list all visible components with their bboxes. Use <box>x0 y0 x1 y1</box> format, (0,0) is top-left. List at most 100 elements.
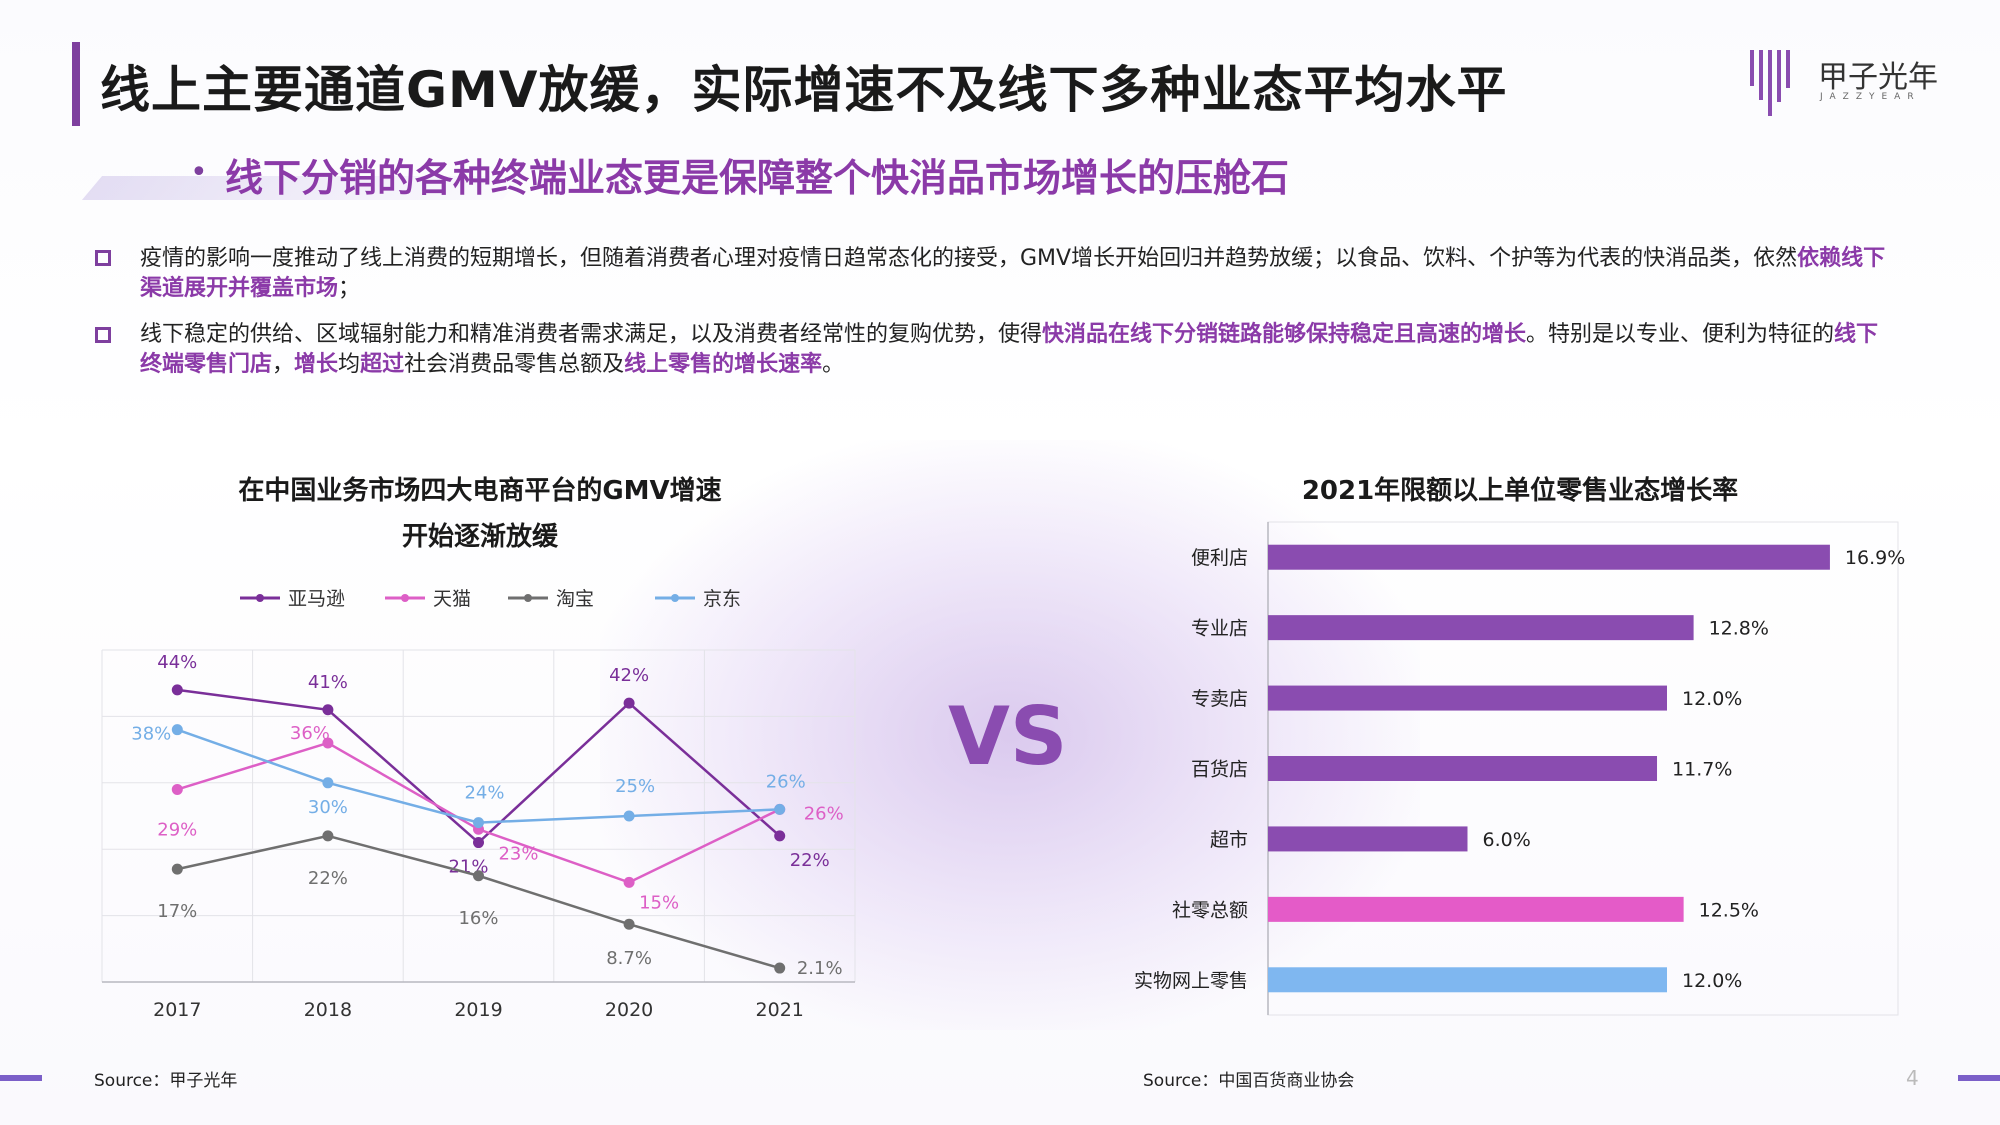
data-label: 23% <box>498 843 538 864</box>
paragraph-text: ； <box>338 276 361 301</box>
bar-chart: 便利店 16.9% 专业店 12.8% 专卖店 12.0% 百货店 11.7% 超市 6.0% 社零… <box>1134 521 1905 1016</box>
legend-label: 京东 <box>703 588 741 610</box>
data-label: 25% <box>615 776 655 797</box>
data-label: 30% <box>308 797 348 818</box>
legend-marker <box>401 594 409 602</box>
data-point <box>774 962 786 974</box>
x-tick-label: 2021 <box>756 999 804 1021</box>
square-bullet-icon <box>95 250 111 266</box>
value-label: 11.7% <box>1672 759 1732 781</box>
data-label: 22% <box>308 868 348 889</box>
source-left: Source：甲子光年 <box>94 1071 238 1091</box>
data-point <box>623 697 635 709</box>
logo-subtext: JAZZYEAR <box>1820 92 1921 102</box>
data-point <box>774 803 786 815</box>
data-point <box>473 837 484 849</box>
logo: 甲子光年 JAZZYEAR <box>1748 46 1948 118</box>
page-title: 线上主要通道GMV放缓，实际增速不及线下多种业态平均水平 <box>100 61 1508 119</box>
line-chart-title: 在中国业务市场四大电商平台的GMV增速 <box>238 476 722 506</box>
logo-mark-icon <box>1750 50 1790 116</box>
value-label: 12.5% <box>1699 899 1759 921</box>
value-label: 12.8% <box>1709 618 1769 640</box>
paragraph-text: ， <box>272 352 295 377</box>
category-label: 实物网上零售 <box>1134 970 1248 992</box>
data-point <box>623 810 635 822</box>
paragraph-text: 均 <box>338 352 361 377</box>
highlight-text: 增长 <box>294 352 339 377</box>
data-label: 41% <box>308 672 348 693</box>
x-tick-label: 2020 <box>605 999 653 1021</box>
data-point <box>322 704 334 716</box>
series-line-京东 <box>176 728 780 824</box>
value-label: 16.9% <box>1845 547 1905 569</box>
bar-社零总额 <box>1268 896 1684 922</box>
paragraph-text: 。特别是以专业、便利为特征的 <box>1526 322 1835 347</box>
category-label: 超市 <box>1210 829 1248 851</box>
square-bullet-icon <box>95 327 111 343</box>
highlight-text: 线上零售的增长速率 <box>624 352 823 377</box>
legend-marker <box>256 594 264 602</box>
data-label: 38% <box>131 724 171 745</box>
data-label: 44% <box>157 652 197 673</box>
category-label: 专业店 <box>1191 618 1248 640</box>
bar-专卖店 <box>1268 685 1667 711</box>
bar-超市 <box>1268 826 1468 852</box>
data-point <box>171 863 183 875</box>
bar-专业店 <box>1268 615 1694 641</box>
data-label: 26% <box>804 803 844 824</box>
bar-便利店 <box>1268 544 1830 570</box>
value-label: 12.0% <box>1682 970 1742 992</box>
data-point <box>623 918 635 930</box>
data-point <box>322 830 334 842</box>
paragraph-1: 疫情的影响一度推动了线上消费的短期增长，但随着消费者心理对疫情日趋常态化的接受，… <box>140 244 1900 304</box>
right-edge-accent <box>1958 1075 2000 1081</box>
title-accent-bar <box>72 42 80 126</box>
data-point <box>171 724 183 736</box>
category-label: 专卖店 <box>1191 688 1248 710</box>
legend-label: 天猫 <box>433 588 471 610</box>
bar-chart-title: 2021年限额以上单位零售业态增长率 <box>1301 476 1739 506</box>
legend-marker <box>671 594 679 602</box>
legend-label: 淘宝 <box>556 588 594 610</box>
data-point <box>171 783 183 795</box>
x-tick-label: 2017 <box>153 999 201 1021</box>
subtitle: 线下分销的各种终端业态更是保障整个快消品市场增长的压舱石 <box>225 156 1290 200</box>
highlight-text: 线下终端零售门店 <box>140 322 1879 377</box>
data-label: 22% <box>790 850 830 871</box>
data-label: 16% <box>458 908 498 929</box>
data-point <box>322 777 334 789</box>
category-label: 百货店 <box>1191 759 1248 781</box>
legend-label: 亚马逊 <box>288 588 345 610</box>
paragraph-text: 疫情的影响一度推动了线上消费的短期增长，但随着消费者心理对疫情日趋常态化的接受，… <box>140 246 1798 271</box>
legend-marker <box>524 594 532 602</box>
data-label: 2.1% <box>797 958 843 979</box>
data-label: 17% <box>157 901 197 922</box>
paragraph-text: 线下稳定的供给、区域辐射能力和精准消费者需求满足，以及消费者经常性的复购优势，使… <box>140 322 1043 347</box>
bar-百货店 <box>1268 756 1658 781</box>
page-number: 4 <box>1906 1066 1919 1090</box>
category-label: 便利店 <box>1191 547 1248 569</box>
data-point <box>623 876 635 888</box>
data-point <box>774 830 786 842</box>
data-label: 36% <box>290 723 330 744</box>
center-glow <box>600 440 1420 1030</box>
value-label: 12.0% <box>1682 688 1742 710</box>
x-tick-label: 2019 <box>454 999 502 1021</box>
data-label: 26% <box>766 771 806 792</box>
data-point <box>473 870 484 882</box>
vs-label: VS <box>948 690 1068 783</box>
paragraph-text: 。 <box>822 352 845 377</box>
line-chart-title-line2: 开始逐渐放缓 <box>401 522 558 552</box>
source-right: Source：中国百货商业协会 <box>1143 1071 1355 1091</box>
data-label: 42% <box>609 665 649 686</box>
data-label: 29% <box>157 819 197 840</box>
data-point <box>322 737 334 749</box>
subtitle-bullet-icon: • <box>190 155 208 190</box>
highlight-text: 快消品在线下分销链路能够保持稳定且高速的增长 <box>1042 322 1527 347</box>
bar-实物网上零售 <box>1268 967 1667 993</box>
paragraph-text: 社会消费品零售总额及 <box>404 352 625 377</box>
x-tick-label: 2018 <box>304 999 352 1021</box>
data-label: 24% <box>464 783 504 804</box>
